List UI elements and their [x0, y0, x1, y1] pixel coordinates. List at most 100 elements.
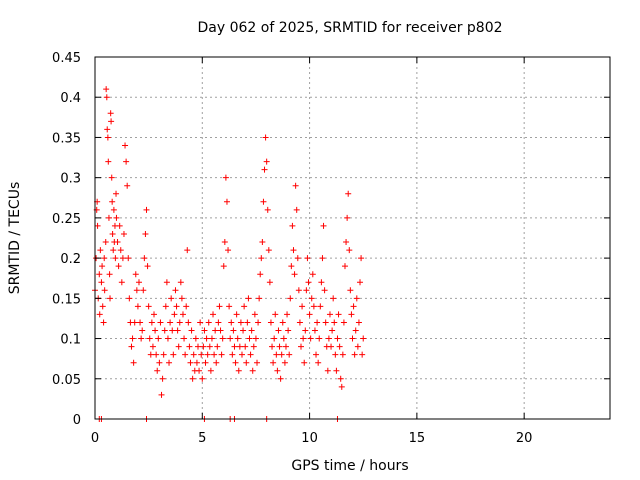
data-point — [348, 311, 355, 318]
data-point — [246, 335, 253, 342]
data-point — [168, 295, 175, 302]
data-point — [135, 279, 142, 286]
data-point — [192, 335, 199, 342]
data-point — [230, 327, 237, 334]
data-point — [307, 335, 314, 342]
data-point — [190, 351, 197, 358]
data-point — [156, 359, 163, 366]
y-tick-label: 0.25 — [52, 212, 81, 227]
data-point — [207, 367, 214, 374]
data-point — [170, 351, 177, 358]
data-point — [234, 335, 241, 342]
data-point — [259, 239, 266, 246]
data-point — [235, 367, 242, 374]
data-point — [277, 375, 284, 382]
data-point — [296, 319, 303, 326]
data-point — [113, 190, 120, 197]
data-point — [196, 367, 203, 374]
data-point — [252, 335, 259, 342]
data-point — [281, 359, 288, 366]
data-point — [358, 255, 365, 262]
y-tick-label: 0.05 — [52, 373, 81, 388]
data-point — [108, 118, 115, 125]
data-point — [99, 263, 106, 270]
data-point — [261, 166, 268, 173]
data-point — [282, 343, 289, 350]
data-point — [198, 351, 205, 358]
data-point — [347, 287, 354, 294]
data-point — [102, 239, 109, 246]
data-point — [243, 359, 250, 366]
data-point — [300, 335, 307, 342]
data-point — [313, 351, 320, 358]
data-point — [206, 343, 213, 350]
data-point — [107, 295, 114, 302]
y-tick-labels: 0 0.05 0.1 0.15 0.2 0.25 0.3 0.35 0.4 0.45 — [52, 51, 81, 428]
data-point — [163, 279, 170, 286]
data-point — [169, 327, 176, 334]
data-point — [164, 335, 171, 342]
data-point — [270, 359, 277, 366]
data-point — [241, 303, 248, 310]
data-point — [315, 359, 322, 366]
data-point — [178, 295, 185, 302]
data-point — [101, 287, 108, 294]
data-point — [101, 255, 108, 262]
data-point — [140, 287, 147, 294]
data-point — [137, 319, 144, 326]
data-point — [211, 351, 218, 358]
data-point — [247, 351, 254, 358]
data-point — [291, 271, 298, 278]
data-point — [248, 327, 255, 334]
data-point — [200, 343, 207, 350]
data-point — [138, 335, 145, 342]
data-point — [286, 351, 293, 358]
x-axis-label: GPS time / hours — [291, 458, 408, 474]
data-point — [203, 335, 210, 342]
data-point — [152, 327, 159, 334]
data-point — [197, 319, 204, 326]
data-point — [151, 311, 158, 318]
data-point — [98, 279, 105, 286]
y-tick-label: 0.1 — [60, 333, 81, 348]
data-point — [132, 271, 139, 278]
data-point — [215, 319, 222, 326]
data-point — [237, 319, 244, 326]
data-point — [360, 335, 367, 342]
data-point — [306, 311, 313, 318]
y-tick-label: 0.35 — [52, 131, 81, 146]
data-point — [144, 263, 151, 270]
data-point — [155, 335, 162, 342]
data-point — [182, 351, 189, 358]
data-point — [310, 303, 317, 310]
data-point — [162, 303, 169, 310]
data-point — [359, 351, 366, 358]
data-point — [220, 263, 227, 270]
data-point — [244, 319, 251, 326]
data-point — [227, 335, 234, 342]
data-point — [267, 319, 274, 326]
data-point — [249, 367, 256, 374]
data-point — [284, 311, 291, 318]
data-point — [123, 158, 130, 165]
data-point — [262, 134, 269, 141]
data-point — [112, 255, 119, 262]
data-point — [275, 327, 282, 334]
data-point — [254, 359, 261, 366]
y-axis-label: SRMTID / TECUs — [7, 182, 23, 295]
data-point — [345, 190, 352, 197]
x-tick-label: 15 — [409, 431, 426, 446]
data-point — [301, 359, 308, 366]
data-point — [99, 303, 106, 310]
data-point — [318, 279, 325, 286]
data-point — [188, 327, 195, 334]
data-point — [316, 335, 323, 342]
data-point — [195, 343, 201, 350]
data-point — [119, 255, 126, 262]
x-tick-label: 5 — [198, 431, 206, 446]
data-point — [109, 230, 116, 237]
data-point — [309, 271, 316, 278]
data-point — [153, 351, 160, 358]
data-point — [292, 182, 299, 189]
